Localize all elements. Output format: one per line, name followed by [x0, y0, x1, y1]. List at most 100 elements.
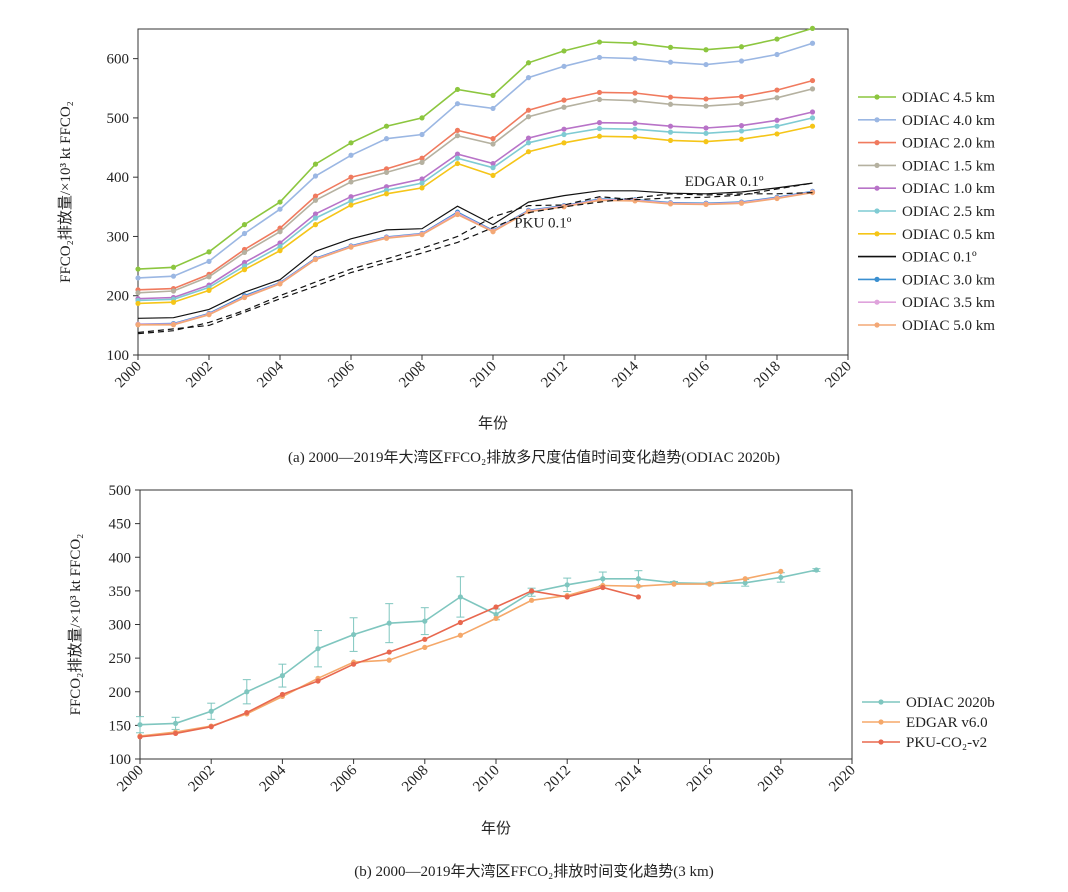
legend-label: ODIAC 4.5 km	[902, 90, 995, 106]
caption-a: (a) 2000—2019年大湾区FFCO₂排放多尺度估值时间变化趋势(ODIA…	[288, 449, 780, 466]
data-point	[241, 259, 248, 266]
y-tick-label: 200	[107, 289, 130, 305]
data-point	[419, 180, 425, 186]
data-point	[348, 198, 354, 204]
legend-swatch-marker	[874, 94, 880, 100]
legend-swatch-marker	[874, 140, 880, 146]
y-tick-label: 100	[107, 348, 130, 364]
annotation-label: PKU 0.1º	[514, 216, 572, 232]
data-point	[277, 225, 283, 231]
y-axis-title: FFCO₂排放量/×10³ kt FFCO₂	[57, 101, 74, 283]
data-point	[315, 678, 321, 684]
data-point	[454, 155, 461, 161]
data-point	[632, 120, 638, 126]
data-point	[703, 96, 709, 102]
data-point	[600, 576, 606, 582]
data-point	[632, 98, 638, 104]
data-point	[596, 39, 603, 45]
legend-label: PKU-CO₂-v2	[906, 735, 987, 751]
legend-entry: ODIAC 2.5 km	[858, 204, 995, 220]
legend-swatch-marker	[874, 276, 880, 282]
y-tick-label: 100	[109, 752, 132, 768]
data-point	[667, 129, 674, 135]
data-point	[809, 123, 816, 129]
data-point	[454, 127, 461, 133]
data-point	[809, 25, 816, 32]
data-point	[419, 185, 425, 191]
data-point	[774, 51, 780, 58]
x-tick-label: 2020	[826, 763, 859, 796]
data-point	[813, 567, 820, 573]
data-point	[525, 135, 532, 141]
series-line	[137, 88, 813, 294]
x-tick-label: 2018	[751, 359, 784, 392]
data-point	[490, 141, 496, 147]
data-point	[493, 611, 499, 618]
data-point	[312, 215, 319, 221]
data-point	[170, 322, 177, 328]
data-point	[809, 115, 816, 121]
data-point	[241, 267, 248, 273]
x-tick-label: 2002	[186, 763, 219, 796]
data-point	[383, 187, 390, 193]
legend-entry: ODIAC 2.0 km	[858, 136, 995, 152]
data-point	[135, 275, 141, 281]
legend-entry: ODIAC 3.5 km	[858, 295, 995, 311]
data-point	[383, 191, 390, 197]
data-point	[525, 208, 532, 215]
data-point	[170, 264, 177, 270]
x-tick-label: 2002	[183, 359, 216, 392]
series-line	[137, 182, 813, 335]
data-point	[529, 588, 535, 594]
series-pku-co-v2	[137, 584, 642, 740]
data-point	[135, 290, 141, 296]
data-point	[348, 152, 354, 158]
legend-entry: PKU-CO₂-v2	[862, 735, 987, 751]
data-point	[490, 136, 496, 142]
data-point	[561, 63, 567, 69]
data-point	[667, 94, 674, 100]
data-point	[738, 128, 745, 134]
data-point	[525, 60, 532, 66]
x-axis-title: 年份	[481, 820, 511, 837]
data-point	[419, 155, 425, 161]
data-point	[561, 131, 567, 138]
series-odiac-0-5-km	[135, 123, 816, 307]
data-point	[742, 576, 748, 582]
data-point	[490, 160, 496, 167]
data-point	[667, 123, 674, 129]
y-tick-label: 150	[109, 718, 132, 734]
data-point	[742, 580, 748, 586]
data-point	[738, 136, 745, 142]
legend-label: ODIAC 1.5 km	[902, 158, 995, 174]
data-point	[490, 105, 496, 112]
data-point	[703, 201, 709, 208]
data-point	[279, 673, 285, 679]
data-point	[348, 202, 354, 208]
data-point	[667, 44, 674, 50]
data-point	[774, 131, 780, 137]
data-point	[703, 139, 709, 145]
legend-swatch-marker	[874, 231, 880, 237]
series-line	[137, 182, 813, 319]
data-point	[525, 75, 532, 81]
data-point	[351, 661, 357, 667]
data-point	[738, 93, 745, 100]
legend-swatch-marker	[878, 719, 884, 725]
data-point	[525, 149, 532, 155]
data-point	[312, 193, 319, 199]
data-point	[241, 230, 248, 237]
data-point	[277, 281, 283, 287]
data-point	[383, 123, 390, 129]
data-point	[454, 86, 461, 93]
data-point	[454, 211, 461, 218]
legend-swatch-marker	[874, 208, 880, 214]
data-point	[774, 117, 780, 123]
data-point	[277, 229, 283, 235]
data-point	[667, 201, 674, 207]
series-unlabeled-11	[137, 182, 813, 335]
data-point	[671, 581, 677, 587]
legend-swatch-marker	[874, 162, 880, 168]
data-point	[525, 114, 532, 120]
x-tick-label: 2008	[396, 359, 429, 392]
